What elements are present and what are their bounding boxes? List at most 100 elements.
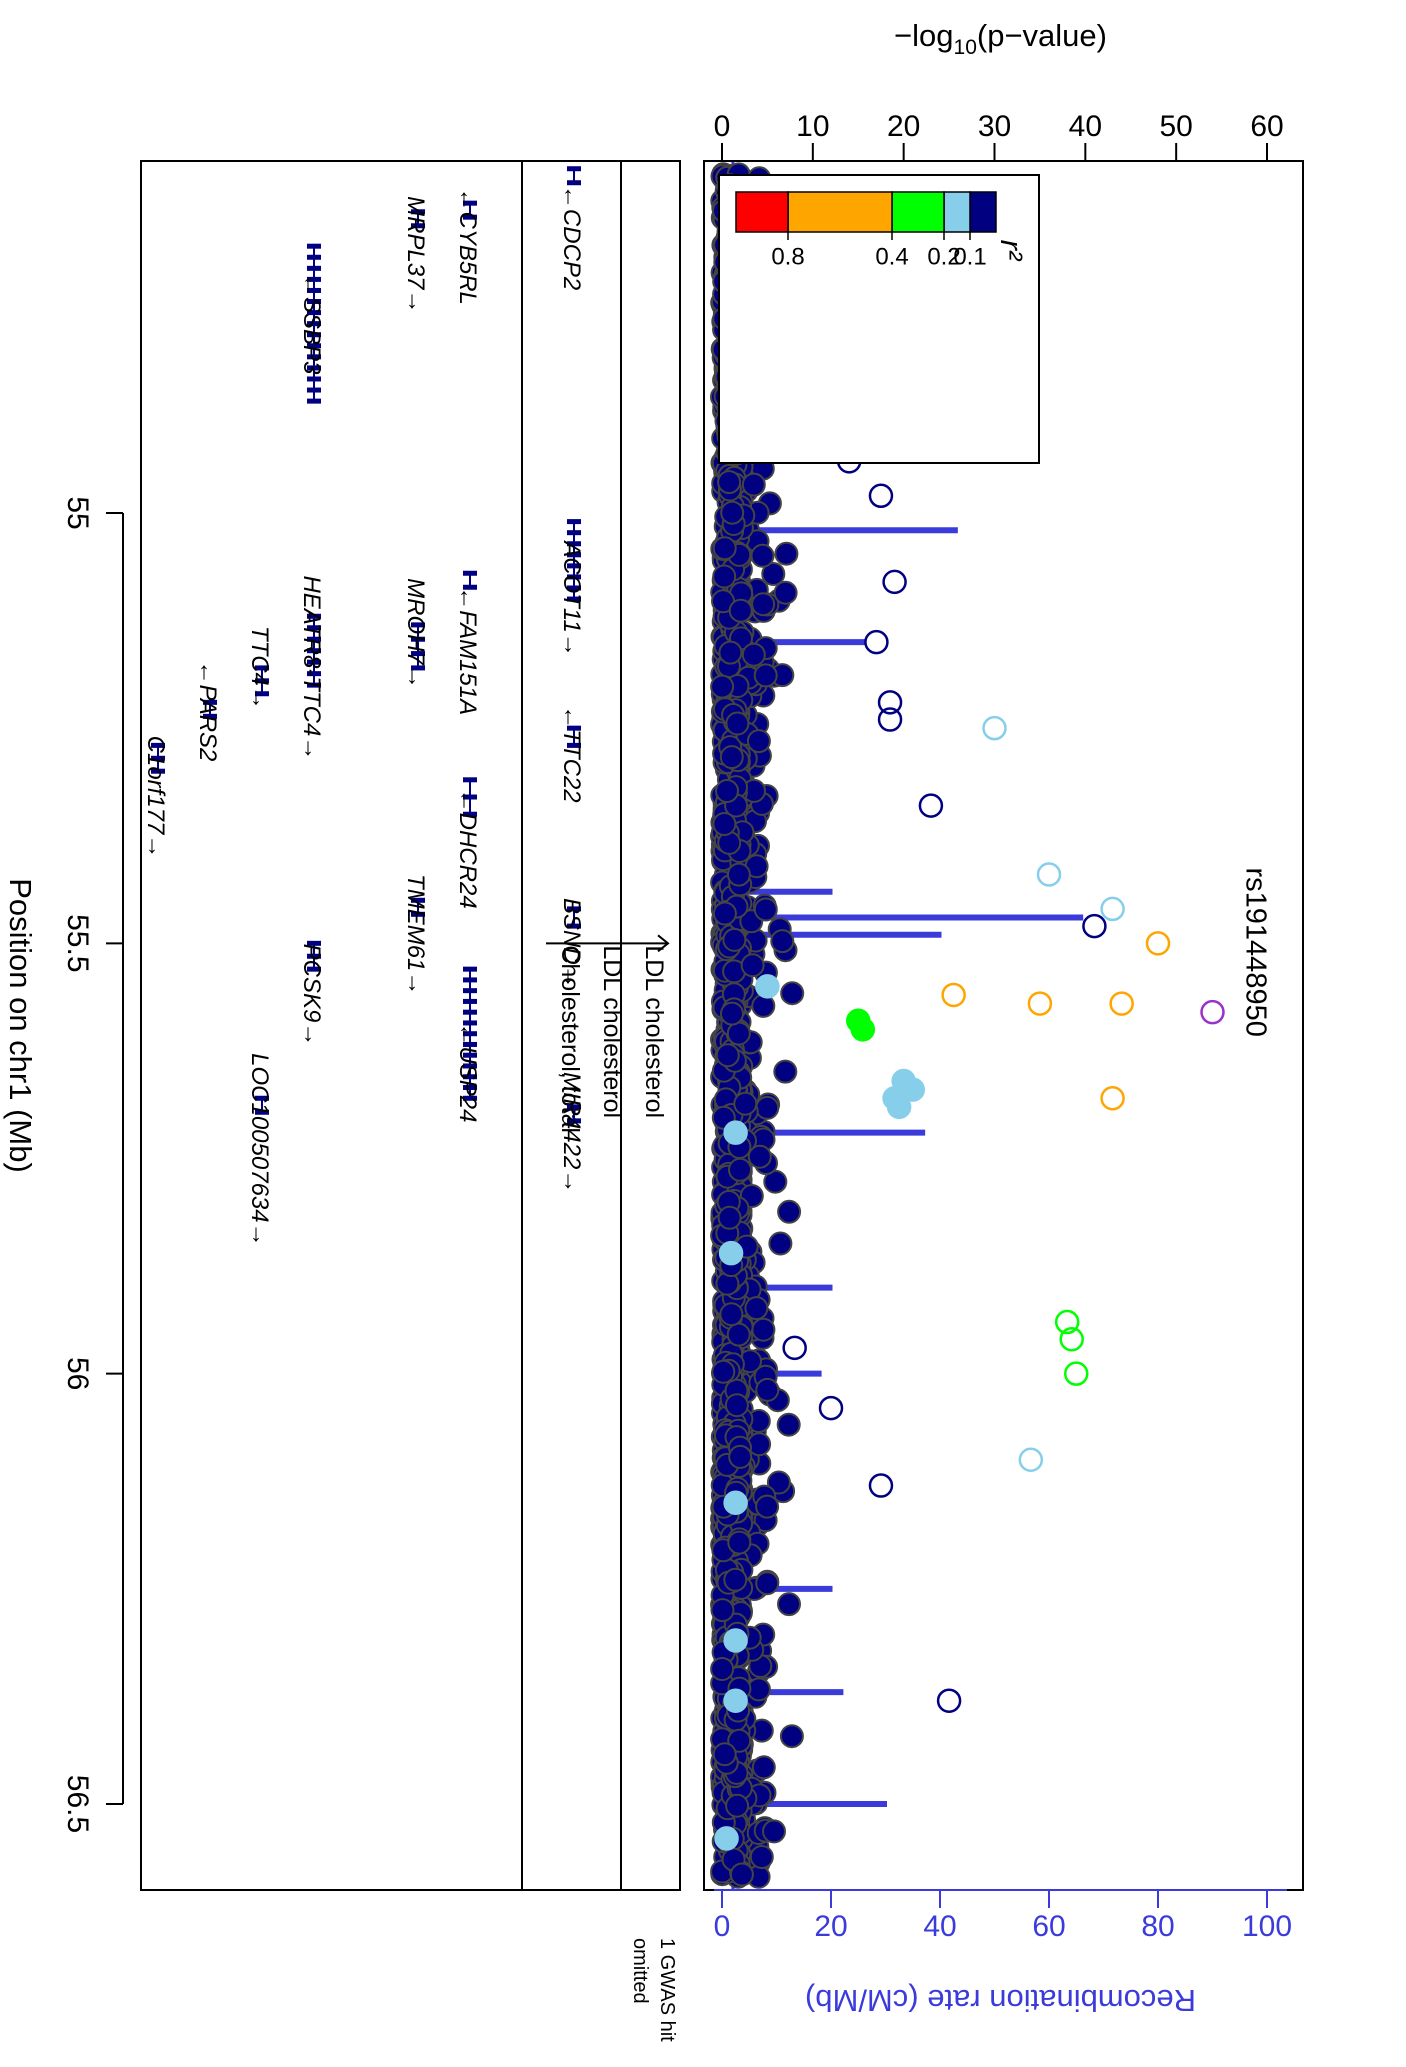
y-axis: 0 10 20 30 40 50 60 [714, 110, 1287, 162]
gene-exon [567, 923, 581, 929]
legend-frame [718, 174, 1040, 464]
low-ld-snp [868, 1473, 894, 1498]
rec-tick-label: 0 [714, 1910, 731, 1943]
gene-label: MRPL37→ [402, 196, 429, 313]
background-snp [751, 592, 776, 617]
background-snp [753, 897, 778, 922]
low-ld-snp [818, 1395, 844, 1421]
gene-exon [307, 354, 321, 360]
gene-exon [463, 1052, 477, 1058]
background-snp [773, 580, 798, 605]
legend-swatch [943, 191, 971, 233]
ld-snp [1059, 1326, 1084, 1352]
background-snp [717, 1205, 742, 1230]
ld-snp [982, 715, 1007, 741]
ld-snp [1100, 896, 1125, 922]
background-snp [747, 1144, 772, 1169]
background-snp [746, 729, 771, 754]
background-snp [751, 1317, 776, 1342]
gene-exon [567, 166, 581, 172]
y-tick-label: 20 [887, 110, 920, 143]
low-ld-snp [918, 793, 944, 818]
gene-label: ←FAM151A [454, 586, 481, 715]
ld-snp [1064, 1361, 1089, 1386]
gwas-note-line2: omitted [629, 1938, 651, 2004]
gene-exon [567, 725, 581, 731]
gene-exon [463, 1009, 477, 1015]
gene-track-frame [140, 160, 622, 1891]
low-ld-snp [936, 1688, 962, 1713]
gene-exon [567, 530, 581, 536]
gene-label: HEATR8-TTC4→ [298, 575, 325, 760]
background-snp [741, 642, 766, 667]
gene-exon [307, 376, 321, 382]
gene-exon [307, 243, 321, 249]
gene-track: ←CDCP2 ←CYB5RL MRPL37→ ←SSBP3 ACOT11→ ←FAM151… [142, 166, 585, 1247]
gene-exon [463, 214, 477, 220]
gene-exon [411, 911, 425, 917]
ld-snp [1100, 1086, 1125, 1111]
background-snp [740, 953, 765, 978]
gene-exon [307, 659, 321, 665]
gene-exon [567, 541, 581, 547]
gene-exon [463, 777, 477, 783]
gwas-trait-label: LDL cholesterol [640, 945, 668, 1118]
low-ld-snp [882, 569, 907, 595]
ld-snp [723, 1120, 748, 1145]
background-snp [725, 711, 750, 736]
low-ld-snp [877, 690, 903, 715]
rec-tick-label: 80 [1141, 1910, 1174, 1943]
legend-swatch [735, 191, 789, 233]
background-snp [728, 1157, 752, 1182]
background-snp [753, 663, 778, 688]
ld-snp [1018, 1447, 1044, 1472]
gene-exon [567, 742, 581, 748]
gene-label: BSND→ [558, 898, 585, 989]
gene-label: LOC100507634→ [246, 1053, 273, 1246]
background-snp [755, 1571, 780, 1596]
background-snp [744, 1296, 769, 1321]
gene-exon [307, 625, 321, 631]
x-tick-label: 55.5 [61, 914, 94, 972]
legend-swatch [787, 191, 893, 233]
y-tick-label: 10 [796, 110, 829, 143]
gene-exon [411, 651, 425, 657]
gene-exon [203, 713, 217, 719]
gene-label: ←DHCR24 [454, 789, 481, 909]
gene-exon [463, 1095, 477, 1101]
x-axis-label: Position on chr1 (Mb) [3, 878, 38, 1173]
low-ld-snp [877, 707, 903, 732]
low-ld-snp [868, 483, 894, 509]
gene-exon [463, 1074, 477, 1080]
background-snp [768, 1231, 793, 1256]
background-snp [726, 862, 751, 887]
background-snp [770, 929, 795, 954]
background-snp [711, 1359, 736, 1384]
gene-exon [463, 200, 477, 206]
background-snp [725, 1793, 750, 1818]
gene-exon [255, 1095, 269, 1101]
background-snp [751, 1755, 776, 1780]
background-snp [726, 1322, 751, 1347]
background-snp [720, 1001, 744, 1026]
low-ld-snp [782, 1335, 807, 1361]
gene-exon [567, 1118, 581, 1124]
background-snp [724, 1393, 749, 1418]
background-snp [710, 674, 735, 699]
background-snp [710, 1598, 735, 1623]
ld-snp [718, 1240, 744, 1266]
background-snp [723, 1567, 748, 1592]
gene-exon [307, 682, 321, 688]
legend-label: 0.1 [953, 243, 986, 270]
background-snp [777, 1592, 801, 1617]
y-tick-label: 0 [714, 110, 731, 143]
gene-exon [307, 953, 321, 959]
x-axis: 55 55.5 56 56.5 [61, 496, 124, 1833]
legend-label: 0.8 [771, 243, 804, 270]
gene-exon [307, 254, 321, 260]
gene-exon [463, 1020, 477, 1026]
gene-exon [411, 622, 425, 628]
background-snp [719, 1302, 744, 1327]
ld-snp [1145, 931, 1171, 956]
